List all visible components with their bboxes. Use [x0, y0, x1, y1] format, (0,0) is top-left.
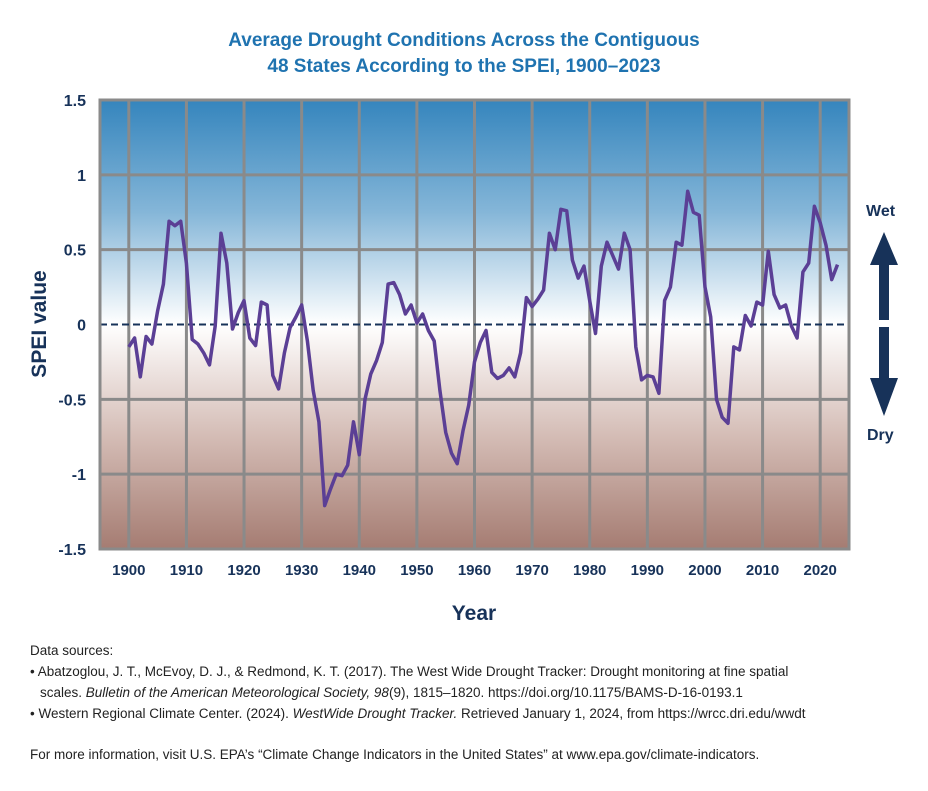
source-1-text: scales. — [40, 685, 86, 700]
x-tick-label: 1980 — [573, 562, 606, 579]
x-tick-label: 1940 — [343, 562, 376, 579]
chart-title-line-2: 48 States According to the SPEI, 1900–20… — [267, 56, 661, 77]
y-tick-label: -1 — [72, 467, 86, 484]
sources-heading: Data sources: — [30, 643, 114, 658]
source-2: • Western Regional Climate Center. (2024… — [30, 703, 910, 724]
x-tick-label: 1910 — [170, 562, 203, 579]
source-1: • Abatzoglou, J. T., McEvoy, D. J., & Re… — [30, 661, 910, 682]
y-tick-label: -1.5 — [58, 542, 86, 559]
spei-line-chart: 1.510.50-0.5-1-1.5 1900 1910 1920 1930 1940 1… — [28, 93, 898, 625]
x-tick-label: 1950 — [400, 562, 433, 579]
footer-notes: Data sources: • Abatzoglou, J. T., McEvo… — [30, 640, 910, 765]
y-tick-label: -0.5 — [58, 392, 86, 409]
source-1-line-1: • Abatzoglou, J. T., McEvoy, D. J., & Re… — [30, 664, 789, 679]
x-axis-ticks: 1900 1910 1920 1930 1940 1950 1960 1970 1980 1990… — [112, 562, 837, 579]
wet-dry-arrows — [870, 232, 898, 416]
spei-series-line — [127, 189, 840, 508]
y-axis-ticks: 1.5 1 0.5 0 -0.5 -1 -1.5 — [58, 93, 86, 559]
dry-label: Dry — [867, 427, 894, 444]
more-info: For more information, visit U.S. EPA’s “… — [30, 747, 760, 762]
source-1-journal: Bulletin of the American Meteorological … — [85, 685, 389, 700]
source-2-title: WestWide Drought Tracker. — [292, 706, 458, 721]
x-tick-label: 2020 — [804, 562, 837, 579]
source-1-doi: (9), 1815–1820. https://doi.org/10.1175/… — [388, 685, 743, 700]
source-2-text: • Western Regional Climate Center. (2024… — [30, 706, 293, 721]
x-tick-label: 1900 — [112, 562, 145, 579]
x-tick-label: 1920 — [227, 562, 260, 579]
x-tick-label: 1970 — [515, 562, 548, 579]
x-tick-label: 1990 — [631, 562, 664, 579]
dry-arrow-down-icon — [870, 327, 898, 416]
x-tick-label: 1960 — [458, 562, 491, 579]
y-tick-label: 1.5 — [64, 93, 86, 110]
chart-title: Average Drought Conditions Across the Co… — [0, 28, 928, 80]
wet-arrow-up-icon — [870, 232, 898, 320]
wet-label: Wet — [866, 203, 896, 220]
y-tick-label: 1 — [77, 168, 86, 185]
y-tick-label: 0.5 — [64, 243, 86, 260]
x-tick-label: 2000 — [688, 562, 721, 579]
x-tick-label: 2010 — [746, 562, 779, 579]
source-2-url: Retrieved January 1, 2024, from https://… — [457, 706, 806, 721]
data-points — [128, 191, 838, 506]
x-axis-label: Year — [452, 602, 496, 625]
y-tick-label: 0 — [77, 318, 86, 335]
x-tick-label: 1930 — [285, 562, 318, 579]
y-axis-label: SPEI value — [28, 270, 51, 377]
plot-frame — [98, 98, 851, 551]
source-1-cont: scales. Bulletin of the American Meteoro… — [30, 682, 910, 703]
chart-title-line-1: Average Drought Conditions Across the Co… — [228, 30, 700, 51]
